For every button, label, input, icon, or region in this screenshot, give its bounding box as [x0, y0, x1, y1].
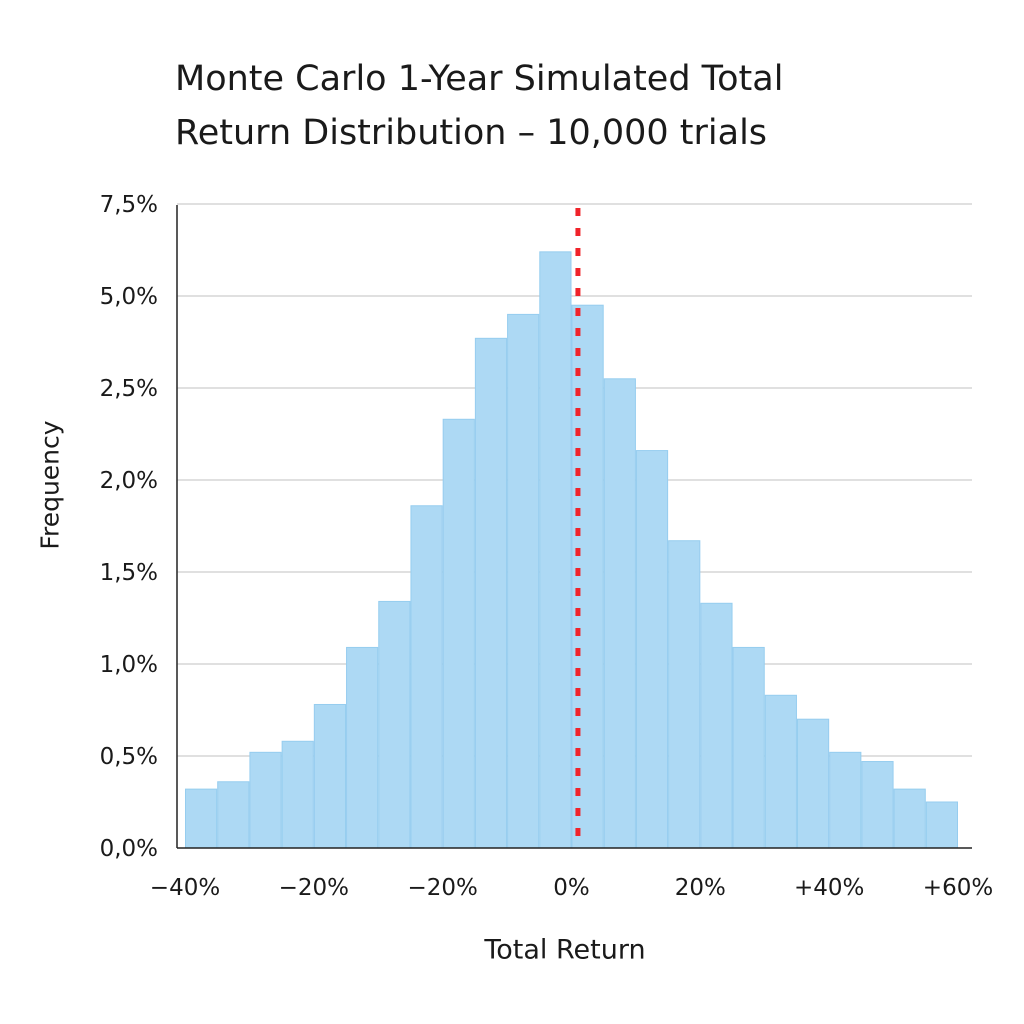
histogram-bar	[185, 788, 218, 849]
y-tick-label: 0,5%	[100, 744, 158, 770]
histogram-bar	[346, 646, 379, 849]
histogram-bar	[539, 251, 572, 849]
histogram-bar	[442, 418, 475, 849]
histogram-bar	[732, 646, 765, 849]
histogram-bar	[700, 602, 733, 849]
y-tick-label: 7,5%	[100, 192, 158, 218]
x-tick-label: −20%	[407, 875, 477, 901]
chart-title: Monte Carlo 1-Year Simulated Total Retur…	[175, 52, 783, 160]
x-tick-label: 20%	[675, 875, 726, 901]
histogram-bar	[668, 540, 701, 849]
x-tick-label: +60%	[923, 875, 993, 901]
histogram-bar	[635, 450, 669, 849]
chart-title-line-1: Monte Carlo 1-Year Simulated Total	[175, 59, 784, 99]
histogram-bar	[410, 505, 443, 849]
histogram-bar	[281, 740, 314, 849]
histogram-bar	[507, 313, 540, 849]
histogram-bar	[474, 337, 508, 849]
histogram-bar	[571, 304, 604, 849]
histogram-bar	[925, 801, 959, 849]
histogram-bar	[217, 781, 250, 849]
histogram-bar	[378, 600, 411, 849]
x-tick-label: +40%	[794, 875, 864, 901]
y-tick-label: 1,5%	[100, 560, 158, 586]
histogram-bar	[603, 378, 636, 849]
x-tick-label: −40%	[150, 875, 220, 901]
chart-title-line-2: Return Distribution – 10,000 trials	[175, 113, 768, 153]
histogram-bar	[829, 751, 862, 849]
histogram-bar	[249, 751, 282, 849]
histogram-bar	[893, 788, 926, 849]
y-tick-label: 5,0%	[100, 284, 158, 310]
y-tick-label: 1,0%	[100, 652, 158, 678]
y-tick-label: 0,0%	[100, 836, 158, 862]
histogram-bar	[764, 694, 797, 849]
x-axis-label: Total Return	[484, 934, 646, 966]
y-tick-label: 2,5%	[100, 376, 158, 402]
y-tick-label: 2,0%	[100, 468, 158, 494]
y-axis-label: Frequency	[35, 420, 65, 550]
x-tick-label: 0%	[553, 875, 590, 901]
histogram-bar	[313, 703, 347, 849]
histogram-bar	[796, 718, 830, 849]
x-tick-label: −20%	[279, 875, 349, 901]
histogram-bar	[861, 761, 894, 849]
